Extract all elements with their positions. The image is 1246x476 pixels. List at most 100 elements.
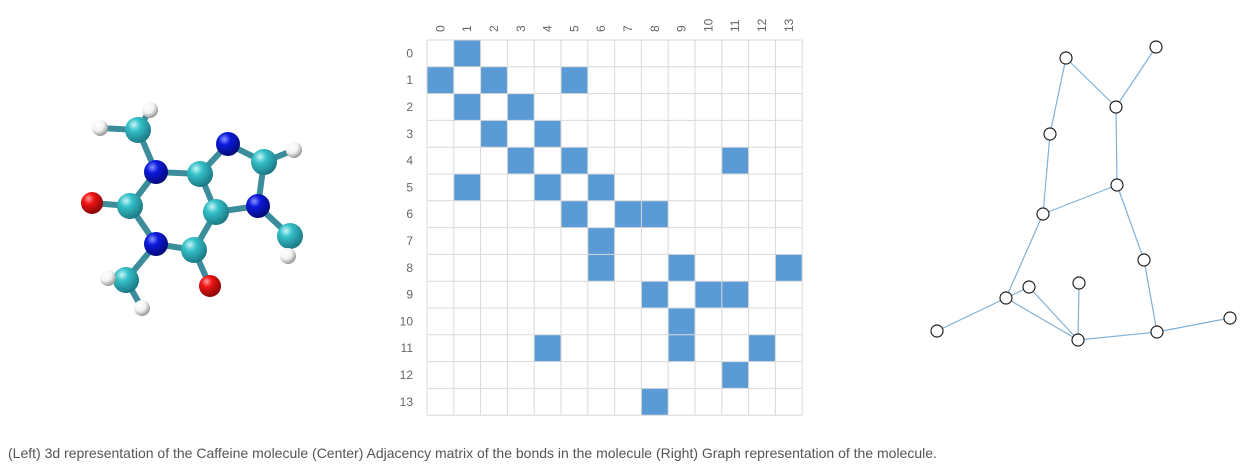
atom-nitrogen bbox=[216, 132, 240, 156]
atom-oxygen bbox=[199, 275, 221, 297]
graph-edge bbox=[1115, 46, 1157, 108]
graph-node bbox=[1022, 280, 1036, 294]
graph-node bbox=[1071, 333, 1085, 347]
matrix-cell-8-9 bbox=[668, 254, 695, 282]
graph-edge bbox=[1115, 106, 1118, 186]
caffeine-3d-model bbox=[70, 88, 340, 328]
row-tick-label: 10 bbox=[400, 314, 414, 328]
column-tick-label: 8 bbox=[648, 25, 662, 32]
graph-edge bbox=[1156, 317, 1231, 333]
column-tick-label: 1 bbox=[460, 25, 474, 32]
atom-carbon bbox=[113, 267, 139, 293]
matrix-cell-11-12 bbox=[748, 334, 776, 362]
column-tick-label: 10 bbox=[701, 18, 715, 32]
matrix-cell-1-5 bbox=[561, 66, 588, 94]
matrix-cell-6-5 bbox=[561, 200, 588, 228]
matrix-cell-9-10 bbox=[695, 281, 722, 308]
row-tick-label: 12 bbox=[400, 368, 414, 382]
adjacency-matrix: 0 1 2 3 4 5 6 7 8 9 10 11 12 13 0 1 2 3 4 5 6 7 8 9 10 11 12 13 bbox=[380, 0, 820, 425]
row-tick-label: 8 bbox=[406, 261, 413, 275]
molecule-graph bbox=[900, 30, 1246, 360]
matrix-cell-1-2 bbox=[480, 66, 508, 94]
graph-edge bbox=[1143, 259, 1158, 333]
matrix-cell-12-11 bbox=[721, 361, 749, 389]
column-tick-label: 7 bbox=[621, 25, 635, 32]
column-tick-label: 3 bbox=[514, 25, 528, 32]
atom-carbon bbox=[181, 237, 207, 263]
column-tick-label: 13 bbox=[782, 18, 796, 32]
matrix-cell-4-5 bbox=[561, 147, 588, 174]
matrix-grid bbox=[426, 39, 803, 416]
matrix-cell-2-1 bbox=[453, 93, 481, 121]
matrix-cell-8-6 bbox=[587, 254, 615, 282]
graph-edge bbox=[1042, 184, 1118, 215]
atom-layer bbox=[81, 102, 303, 316]
atom-carbon bbox=[277, 223, 303, 249]
column-tick-label: 0 bbox=[433, 25, 447, 32]
row-tick-label: 6 bbox=[406, 207, 413, 221]
graph-node bbox=[930, 324, 944, 338]
graph-edge bbox=[1116, 184, 1145, 261]
atom-nitrogen bbox=[144, 160, 168, 184]
row-tick-label: 1 bbox=[406, 73, 413, 87]
atom-nitrogen bbox=[246, 194, 270, 218]
matrix-cell-2-3 bbox=[507, 93, 535, 121]
graph-node bbox=[1059, 51, 1073, 65]
matrix-cell-8-13 bbox=[775, 254, 803, 282]
matrix-cell-7-6 bbox=[587, 227, 615, 255]
matrix-cell-1-0 bbox=[427, 66, 454, 94]
matrix-cell-10-9 bbox=[668, 308, 695, 335]
matrix-cell-13-8 bbox=[641, 388, 669, 416]
column-tick-label: 2 bbox=[487, 25, 501, 32]
atom-hydrogen bbox=[100, 270, 116, 286]
graph-edge bbox=[1042, 133, 1051, 215]
figure-caption: (Left) 3d representation of the Caffeine… bbox=[8, 445, 937, 461]
graph-node bbox=[1150, 325, 1164, 339]
matrix-cell-6-8 bbox=[641, 200, 669, 228]
atom-hydrogen bbox=[280, 248, 296, 264]
matrix-cell-9-8 bbox=[641, 281, 669, 308]
column-tick-label: 11 bbox=[728, 19, 742, 32]
caffeine-molecule-drawing bbox=[81, 102, 303, 316]
graph-edge bbox=[936, 297, 1007, 332]
atom-hydrogen bbox=[286, 142, 302, 158]
graph-nodes bbox=[930, 40, 1237, 347]
atom-oxygen bbox=[81, 192, 103, 214]
matrix-cell-5-1 bbox=[453, 174, 481, 201]
row-tick-label: 5 bbox=[406, 180, 413, 194]
column-tick-label: 9 bbox=[675, 25, 689, 32]
graph-edge bbox=[1077, 282, 1080, 341]
row-tick-label: 9 bbox=[406, 288, 413, 302]
row-tick-label: 0 bbox=[406, 46, 413, 60]
atom-nitrogen bbox=[144, 232, 168, 256]
row-tick-label: 7 bbox=[406, 234, 413, 248]
graph-node bbox=[1036, 207, 1050, 221]
matrix-cells bbox=[427, 40, 803, 416]
row-tick-label: 13 bbox=[400, 395, 414, 409]
matrix-cell-3-2 bbox=[480, 120, 508, 148]
atom-carbon bbox=[125, 117, 151, 143]
atom-carbon bbox=[117, 193, 143, 219]
graph-edge bbox=[1049, 57, 1067, 135]
graph-edge bbox=[1028, 286, 1079, 341]
atom-carbon bbox=[251, 149, 277, 175]
matrix-cell-5-6 bbox=[587, 174, 615, 201]
graph-edge bbox=[1065, 57, 1117, 108]
graph-edge bbox=[1077, 331, 1158, 341]
atom-carbon bbox=[187, 161, 213, 187]
graph-edges bbox=[936, 46, 1231, 341]
column-tick-label: 5 bbox=[567, 25, 581, 32]
atom-hydrogen bbox=[142, 102, 158, 118]
atom-carbon bbox=[203, 199, 229, 225]
matrix-cell-6-7 bbox=[614, 200, 642, 228]
row-tick-label: 11 bbox=[401, 341, 414, 355]
graph-node bbox=[1149, 40, 1163, 54]
matrix-cell-4-11 bbox=[721, 147, 749, 174]
column-tick-label: 12 bbox=[755, 18, 769, 32]
matrix-cell-0-1 bbox=[453, 40, 481, 67]
row-tick-label: 2 bbox=[406, 100, 413, 114]
matrix-cell-4-3 bbox=[507, 147, 535, 174]
graph-node bbox=[999, 291, 1013, 305]
